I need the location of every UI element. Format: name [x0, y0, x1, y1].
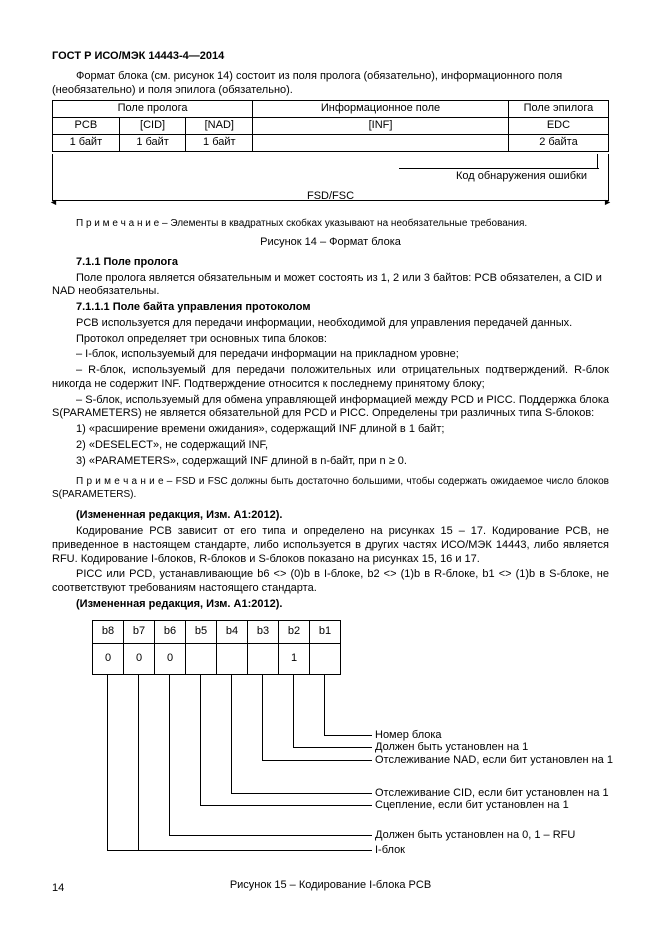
size-5: 2 байта: [508, 134, 608, 151]
bracket-area: Код обнаружения ошибки ◄ ► FSD/FSC: [52, 154, 609, 214]
size-4: [253, 134, 509, 151]
fig15-caption: Рисунок 15 – Кодирование I-блока PCB: [52, 879, 609, 893]
note1: П р и м е ч а н и е – Элементы в квадрат…: [52, 218, 609, 231]
bit-h-b7: b7: [124, 620, 155, 643]
bit-v-b3: [248, 643, 279, 674]
cell-inf: [INF]: [253, 118, 509, 135]
format-table: Поле пролога Информационное поле Поле эп…: [52, 100, 609, 151]
dlabel-2: Должен быть установлен на 1: [375, 741, 528, 755]
li3: – S-блок, используемый для обмена управл…: [52, 394, 609, 422]
dlabel-3: Отслеживание NAD, если бит установлен на…: [375, 754, 613, 768]
bit-h-b1: b1: [310, 620, 341, 643]
s7111-h: 7.1.1.1 Поле байта управления протоколом: [76, 301, 311, 313]
s711-h: 7.1.1 Поле пролога: [76, 256, 178, 268]
dlabel-5: Сцепление, если бит установлен на 1: [375, 799, 569, 813]
amend2: (Измененная редакция, Изм. А1:2012).: [52, 598, 609, 612]
bit-v-b4: [217, 643, 248, 674]
bit-table: b8 b7 b6 b5 b4 b3 b2 b1 0 0 0 1: [92, 620, 341, 675]
cell-cid: [CID]: [119, 118, 186, 135]
cell-nad: [NAD]: [186, 118, 253, 135]
bit-h-b6: b6: [155, 620, 186, 643]
s7111-p1: PCB используется для передачи информации…: [52, 317, 609, 331]
bit-v-b7: 0: [124, 643, 155, 674]
size-1: 1 байт: [53, 134, 120, 151]
doc-header: ГОСТ Р ИСО/МЭК 14443-4—2014: [52, 50, 609, 64]
note2: П р и м е ч а н и е – FSD и FSC должны б…: [52, 476, 609, 501]
bit-h-b2: b2: [279, 620, 310, 643]
li1: – I-блок, используемый для передачи инфо…: [52, 348, 609, 362]
size-3: 1 байт: [186, 134, 253, 151]
page-number: 14: [52, 882, 64, 896]
bit-h-b8: b8: [93, 620, 124, 643]
bit-h-b3: b3: [248, 620, 279, 643]
bit-v-b6: 0: [155, 643, 186, 674]
bit-v-b8: 0: [93, 643, 124, 674]
bit-h-b5: b5: [186, 620, 217, 643]
intro: Формат блока (см. рисунок 14) состоит из…: [52, 70, 609, 98]
sub3: 3) «PARAMETERS», содержащий INF длиной в…: [52, 455, 609, 469]
fig14-caption: Рисунок 14 – Формат блока: [52, 236, 609, 250]
p-after1: Кодирование PCB зависит от его типа и оп…: [52, 525, 609, 566]
bit-v-b5: [186, 643, 217, 674]
amend1: (Измененная редакция, Изм. А1:2012).: [52, 509, 609, 523]
s711-p1: Поле пролога является обязательным и мож…: [52, 272, 609, 300]
sub1: 1) «расширение времени ожидания», содерж…: [52, 423, 609, 437]
cell-pcb: PCB: [53, 118, 120, 135]
bit-v-b2: 1: [279, 643, 310, 674]
bit-v-b1: [310, 643, 341, 674]
p-after2: PICC или PCD, устанавливающие b6 <> (0)b…: [52, 568, 609, 596]
s7111-p2: Протокол определяет три основных типа бл…: [52, 333, 609, 347]
h-prolog: Поле пролога: [53, 101, 253, 118]
sub2: 2) «DESELECT», не содержащий INF,: [52, 439, 609, 453]
err-label: Код обнаружения ошибки: [456, 170, 587, 184]
fsd-label: FSD/FSC: [307, 190, 354, 204]
li2: – R-блок, используемый для передачи поло…: [52, 364, 609, 392]
size-2: 1 байт: [119, 134, 186, 151]
cell-edc: EDC: [508, 118, 608, 135]
dlabel-6: Должен быть установлен на 0, 1 – RFU: [375, 829, 575, 843]
dlabel-7: I-блок: [375, 844, 405, 858]
bit-h-b4: b4: [217, 620, 248, 643]
bit-diagram: Номер блока Должен быть установлен на 1 …: [92, 675, 609, 875]
h-epilog: Поле эпилога: [508, 101, 608, 118]
h-info: Информационное поле: [253, 101, 509, 118]
